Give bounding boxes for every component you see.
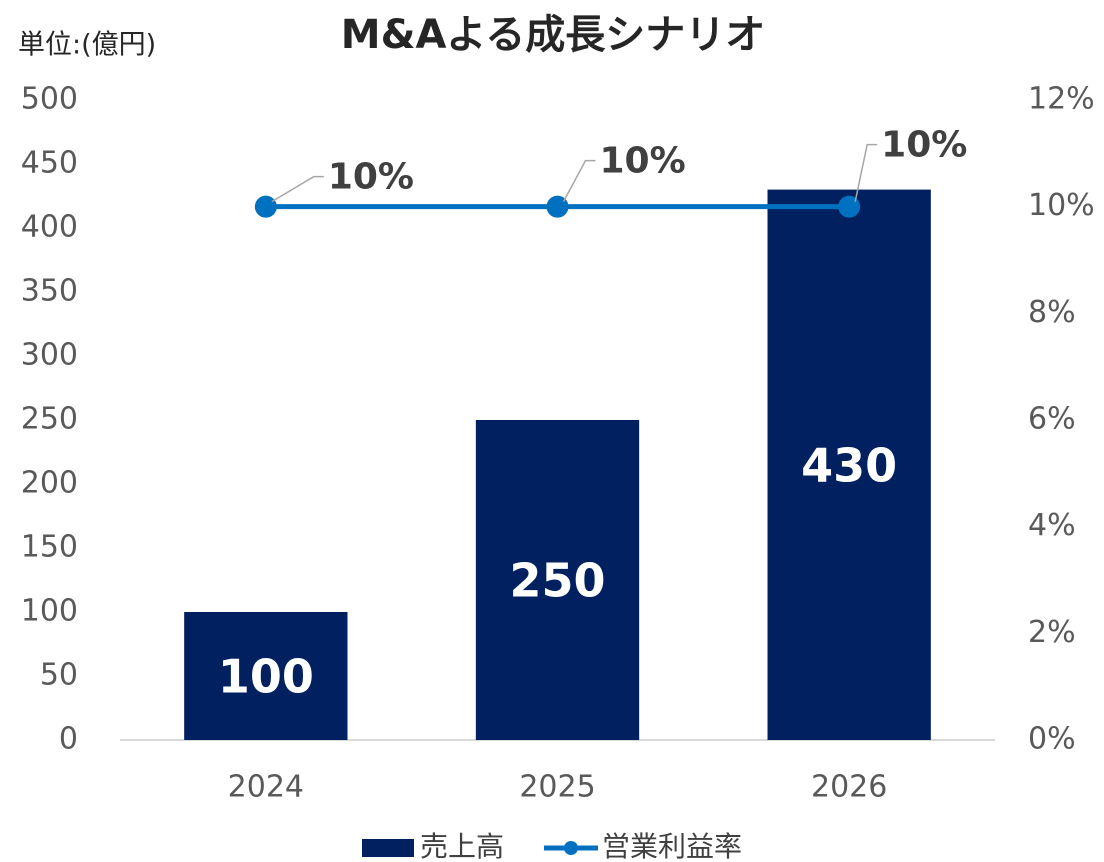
y-tick-label: 150 [21, 530, 78, 565]
y2-tick-label: 8% [1028, 295, 1076, 330]
leader-line [271, 175, 324, 203]
y-tick-label: 100 [21, 594, 78, 629]
y2-tick-label: 10% [1028, 188, 1095, 223]
y-tick-label: 50 [40, 658, 78, 693]
y-tick-label: 500 [21, 82, 78, 117]
x-tick-label: 2025 [519, 770, 595, 805]
y2-tick-label: 2% [1028, 615, 1076, 650]
chart-title: M&Aよる成長シナリオ [341, 12, 765, 58]
legend-swatch [362, 839, 414, 857]
legend-swatch-marker [564, 841, 579, 855]
line-marker [838, 195, 861, 218]
y2-tick-label: 6% [1028, 402, 1076, 437]
y-tick-label: 250 [21, 402, 78, 437]
bar [475, 420, 640, 740]
line-value-label: 10% [600, 141, 686, 182]
line-value-label: 10% [328, 157, 414, 198]
x-tick-label: 2024 [228, 770, 304, 805]
y-tick-label: 300 [21, 338, 78, 373]
y2-tick-label: 0% [1028, 722, 1076, 757]
y2-tick-label: 12% [1028, 82, 1095, 117]
leader-line [854, 143, 878, 202]
y-tick-label: 200 [21, 466, 78, 501]
bar [184, 612, 348, 740]
y-tick-label: 350 [21, 274, 78, 309]
y-tick-label: 400 [21, 210, 78, 245]
bar-value-label: 100 [218, 650, 314, 704]
leader-line [562, 159, 596, 203]
x-tick-label: 2026 [811, 770, 887, 805]
y-tick-label: 0 [59, 722, 78, 757]
legend-label: 営業利益率 [602, 830, 742, 862]
line-marker [254, 195, 277, 218]
bar-value-label: 250 [509, 554, 605, 608]
y-tick-label: 450 [21, 146, 78, 181]
bar-value-label: 430 [801, 438, 897, 492]
legend-label: 売上高 [420, 830, 504, 862]
y2-tick-label: 4% [1028, 508, 1076, 543]
bar [767, 189, 931, 741]
line-value-label: 10% [881, 125, 967, 166]
y-axis-label: 単位:(億円) [18, 30, 156, 61]
